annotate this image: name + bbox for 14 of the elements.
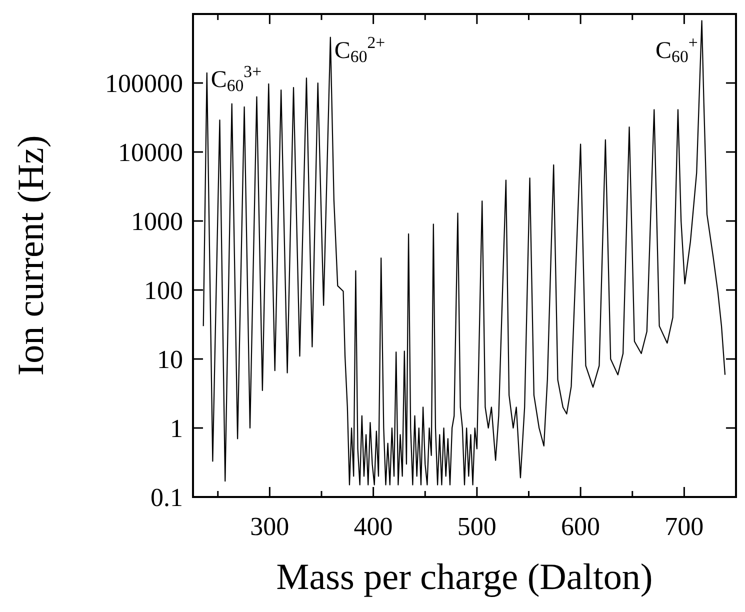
y-tick-label: 10 [157, 345, 183, 374]
y-tick-label: 1 [170, 414, 183, 444]
y-tick-label: 1000 [131, 207, 183, 236]
y-tick-label: 0.1 [150, 483, 183, 512]
x-tick-label: 400 [354, 512, 393, 541]
y-axis-title: Ion current (Hz) [11, 135, 52, 376]
y-tick-label: 100000 [105, 69, 183, 98]
y-tick-label: 10000 [118, 138, 183, 168]
y-tick-label: 100 [144, 276, 183, 306]
x-tick-label: 300 [250, 512, 290, 541]
x-axis-title: Mass per charge (Dalton) [276, 557, 653, 598]
x-tick-label: 700 [664, 512, 704, 541]
x-tick-label: 600 [561, 512, 600, 541]
x-tick-label: 500 [457, 512, 496, 541]
